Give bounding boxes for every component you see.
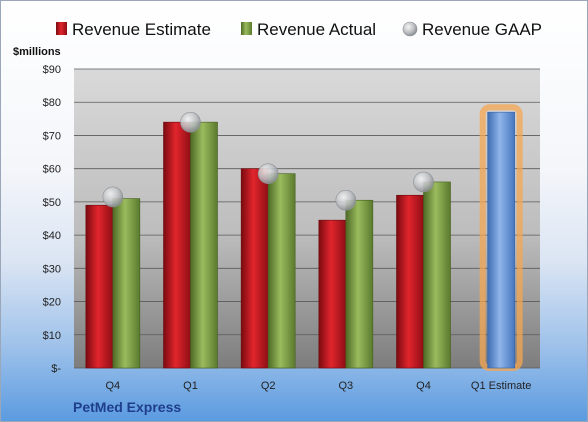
y-axis-unit-label: $millions	[13, 46, 61, 58]
bars	[85, 104, 523, 371]
legend-item-revenue-gaap: Revenue GAAP	[402, 20, 542, 39]
bar-revenue-actual	[345, 199, 374, 369]
bar-revenue-actual	[190, 121, 218, 369]
y-tick-label: $10	[43, 330, 61, 342]
bar-revenue-estimate	[318, 219, 347, 369]
bar-revenue-estimate	[240, 168, 269, 369]
marker-revenue-gaap	[257, 163, 279, 184]
y-axis-ticks: $- $10 $20 $30 $40 $50 $60 $70 $80 $90	[43, 64, 62, 375]
plot-area	[74, 69, 540, 368]
bar-revenue-estimate	[85, 204, 114, 369]
legend: Revenue Estimate Revenue Actual Revenue …	[56, 20, 542, 39]
legend-item-revenue-actual: Revenue Actual	[241, 20, 376, 39]
x-tick-label: Q3	[338, 380, 353, 392]
legend-marker-revenue-gaap	[402, 21, 418, 37]
bar-revenue-estimate	[163, 121, 191, 369]
gaap-markers	[102, 111, 434, 211]
y-tick-label: $-	[51, 363, 61, 375]
y-tick-label: $20	[43, 297, 61, 309]
legend-item-revenue-estimate: Revenue Estimate	[56, 20, 211, 39]
company-name: PetMed Express	[73, 399, 181, 415]
x-axis-ticks: Q4 Q1 Q2 Q3 Q4 Q1 Estimate	[105, 380, 531, 392]
y-tick-label: $50	[43, 197, 61, 209]
legend-label-revenue-actual: Revenue Actual	[257, 20, 376, 39]
legend-label-revenue-estimate: Revenue Estimate	[72, 20, 211, 39]
bar-revenue-actual	[267, 173, 296, 369]
x-tick-label: Q2	[261, 380, 276, 392]
marker-revenue-gaap	[335, 189, 357, 211]
gridlines	[74, 68, 540, 369]
marker-revenue-gaap	[102, 186, 124, 208]
x-tick-label: Q4	[416, 380, 431, 392]
y-tick-label: $60	[43, 164, 61, 176]
bar-revenue-estimate	[396, 194, 424, 369]
y-tick-label: $30	[43, 263, 61, 275]
bar-revenue-actual	[423, 181, 451, 369]
y-tick-label: $90	[43, 64, 61, 76]
marker-revenue-gaap	[180, 111, 201, 133]
bar-revenue-estimate-q1-estimate	[487, 111, 515, 369]
x-tick-label: Q4	[105, 380, 120, 392]
legend-swatch-revenue-estimate	[56, 22, 67, 35]
y-tick-label: $70	[43, 130, 61, 142]
y-tick-label: $80	[43, 97, 61, 109]
x-tick-label: Q1	[183, 380, 198, 392]
x-tick-label: Q1 Estimate	[471, 380, 532, 392]
bar-revenue-actual	[112, 198, 141, 369]
legend-label-revenue-gaap: Revenue GAAP	[422, 20, 542, 39]
y-tick-label: $40	[43, 230, 61, 242]
legend-swatch-revenue-actual	[241, 22, 252, 35]
marker-revenue-gaap	[413, 171, 434, 193]
